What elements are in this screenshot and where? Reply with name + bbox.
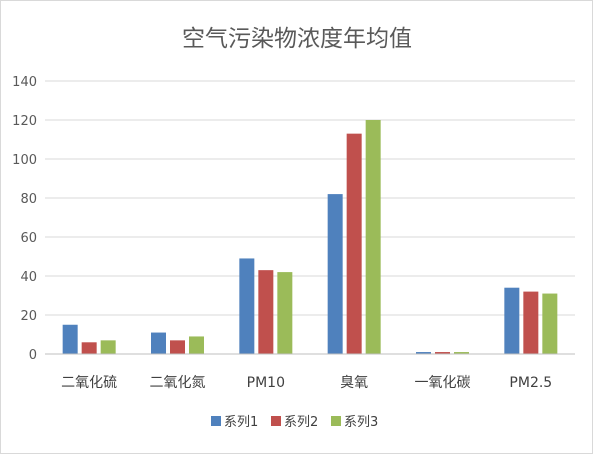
bar [62,324,78,354]
y-tick-label: 120 [12,114,37,129]
x-category-label: 二氧化氮 [150,375,206,391]
x-category-label: 臭氧 [340,375,368,391]
legend-swatch [331,416,341,426]
bar [151,332,166,354]
legend-label: 系列3 [344,415,378,430]
bar [239,258,255,354]
y-tick-label: 100 [12,153,37,168]
legend-swatch [211,416,221,426]
x-category-label: PM2.5 [509,375,552,391]
y-tick-label: 140 [12,75,37,90]
x-category-label: PM10 [247,375,285,391]
legend-label: 系列1 [224,415,258,430]
bar [454,352,469,354]
bar [277,272,293,354]
bar [170,340,185,354]
x-axis-categories: 二氧化硫 二氧化氮 PM10 臭氧 一氧化碳 PM2.5 [61,375,552,391]
legend-label: 系列2 [284,415,318,430]
bar [346,133,362,354]
y-tick-label: 80 [20,192,37,207]
y-axis-ticks: 0 20 40 60 80 100 120 140 [12,75,37,363]
x-category-label: 一氧化碳 [415,375,471,391]
bar [523,291,539,354]
bar [365,120,381,354]
y-tick-label: 60 [20,231,37,246]
bar [327,194,343,354]
y-tick-label: 0 [29,348,37,363]
bar [435,352,450,354]
gridlines [45,80,575,316]
bars [62,120,558,354]
x-category-label: 二氧化硫 [61,375,117,391]
bar [504,287,520,354]
bar [416,352,431,354]
y-tick-label: 20 [20,309,37,324]
chart-title: 空气污染物浓度年均值 [182,26,412,52]
legend: 系列1 系列2 系列3 [211,415,378,430]
bar [81,342,97,354]
bar [100,340,116,354]
bar [189,336,204,354]
bar [542,293,558,354]
y-tick-label: 40 [20,270,37,285]
bar [258,270,274,354]
legend-swatch [271,416,281,426]
